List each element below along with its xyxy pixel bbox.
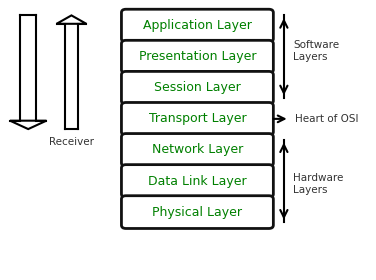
Text: Receiver: Receiver xyxy=(49,137,94,148)
Text: Physical Layer: Physical Layer xyxy=(152,206,243,219)
Text: Application Layer: Application Layer xyxy=(143,19,252,32)
Text: Transport Layer: Transport Layer xyxy=(149,112,246,125)
Text: Data Link Layer: Data Link Layer xyxy=(148,174,247,188)
FancyBboxPatch shape xyxy=(121,102,273,135)
Text: Session Layer: Session Layer xyxy=(154,81,241,94)
Text: Software
Layers: Software Layers xyxy=(293,40,340,62)
Text: Sender: Sender xyxy=(10,0,47,1)
Polygon shape xyxy=(10,121,46,129)
FancyBboxPatch shape xyxy=(121,165,273,197)
Polygon shape xyxy=(56,15,86,24)
FancyBboxPatch shape xyxy=(121,40,273,73)
FancyBboxPatch shape xyxy=(121,196,273,228)
FancyBboxPatch shape xyxy=(121,134,273,166)
Text: Heart of OSI: Heart of OSI xyxy=(295,114,359,124)
Text: Hardware
Layers: Hardware Layers xyxy=(293,173,344,195)
FancyBboxPatch shape xyxy=(121,9,273,42)
Text: Presentation Layer: Presentation Layer xyxy=(139,50,256,63)
Text: Network Layer: Network Layer xyxy=(152,143,243,157)
FancyBboxPatch shape xyxy=(121,71,273,104)
